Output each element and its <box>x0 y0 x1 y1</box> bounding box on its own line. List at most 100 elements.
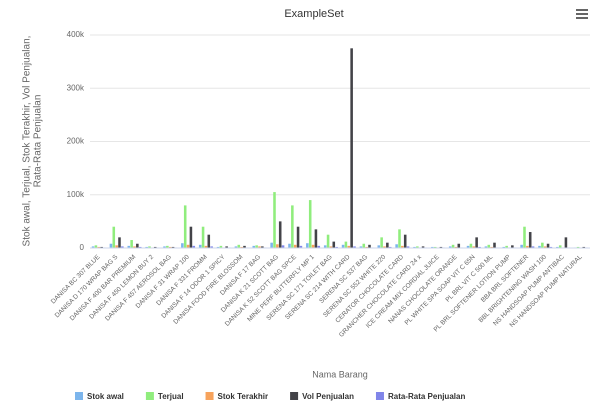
bar <box>431 246 434 248</box>
bar <box>94 245 98 248</box>
bar <box>204 245 208 248</box>
bar <box>314 229 318 248</box>
bar <box>306 243 309 248</box>
bar <box>421 246 425 248</box>
bar <box>493 242 496 248</box>
bar <box>145 246 148 248</box>
bar <box>413 246 416 248</box>
bar <box>433 246 437 248</box>
bar <box>198 244 202 248</box>
bar <box>299 245 303 248</box>
legend-label: Stok Terakhir <box>218 392 269 401</box>
legend-item[interactable]: Stok Terakhir <box>205 392 269 401</box>
legend-label: Vol Penjualan <box>302 392 354 401</box>
legend-item[interactable]: Terjual <box>145 392 184 401</box>
bar <box>270 242 273 248</box>
bar <box>395 244 398 248</box>
bar <box>383 246 386 248</box>
bar <box>502 246 506 248</box>
bar <box>478 246 481 248</box>
bar <box>281 245 285 248</box>
bar <box>466 245 470 248</box>
bar <box>457 243 461 248</box>
bar <box>317 245 321 248</box>
bar <box>243 245 246 248</box>
bar <box>136 243 139 248</box>
bar <box>543 246 547 248</box>
bar <box>166 245 169 248</box>
bar <box>255 245 258 248</box>
bar <box>341 244 345 248</box>
bar <box>576 246 580 248</box>
bar <box>380 237 383 248</box>
menu-bar <box>576 13 588 15</box>
bar <box>186 244 190 248</box>
bar <box>118 237 121 248</box>
bar <box>350 48 353 248</box>
bar <box>273 192 276 248</box>
bar <box>344 241 348 248</box>
bar <box>528 232 532 248</box>
bar <box>538 245 541 248</box>
bar <box>451 244 455 248</box>
legend-swatch <box>375 392 384 400</box>
bar <box>121 246 124 248</box>
bar <box>564 237 568 248</box>
bar <box>406 246 410 248</box>
bar <box>91 246 95 248</box>
bar <box>261 246 264 248</box>
bar <box>520 244 523 248</box>
bar <box>183 205 187 248</box>
bar <box>153 246 157 248</box>
menu-button[interactable] <box>576 9 588 19</box>
bar <box>138 246 142 248</box>
bar <box>526 245 529 248</box>
legend-label: Rata-Rata Penjualan <box>388 392 465 401</box>
bar <box>278 221 282 248</box>
bar <box>210 246 213 248</box>
y-tick-label: 100k <box>67 190 85 199</box>
bar <box>308 200 312 248</box>
bar <box>148 246 151 248</box>
menu-bar <box>576 17 588 19</box>
bar <box>416 246 419 248</box>
bar <box>484 246 488 248</box>
bar <box>439 246 443 248</box>
bar <box>133 246 136 248</box>
bar <box>207 234 211 248</box>
legend-item[interactable]: Rata-Rata Penjualan <box>375 392 465 401</box>
chart-title: ExampleSet <box>284 8 343 20</box>
bar <box>332 241 336 248</box>
bar <box>472 246 476 248</box>
bar <box>171 246 175 248</box>
bar <box>201 226 205 248</box>
y-tick-label: 0 <box>80 243 85 252</box>
bar <box>549 246 553 248</box>
bar <box>296 226 300 248</box>
bar <box>97 246 101 248</box>
legend-item[interactable]: Stok awal <box>75 392 124 401</box>
menu-bar <box>576 9 588 11</box>
bar <box>293 244 297 248</box>
legend-item[interactable]: Vol Penjualan <box>290 392 354 401</box>
bar <box>323 245 327 248</box>
bar <box>234 246 238 248</box>
legend-swatch <box>205 392 214 400</box>
bar <box>398 229 401 248</box>
bar <box>216 246 220 248</box>
bar <box>469 243 473 248</box>
bar <box>258 246 261 248</box>
bar <box>311 244 315 248</box>
bar <box>347 245 351 248</box>
bar <box>181 243 184 248</box>
bar <box>388 246 392 248</box>
bar <box>546 243 550 248</box>
legend-swatch <box>290 392 299 400</box>
bar <box>523 226 526 248</box>
legend-label: Terjual <box>158 392 184 401</box>
bar <box>403 234 407 248</box>
bar <box>556 246 559 248</box>
bar <box>377 245 381 248</box>
bar <box>487 244 491 248</box>
bar <box>288 243 291 248</box>
